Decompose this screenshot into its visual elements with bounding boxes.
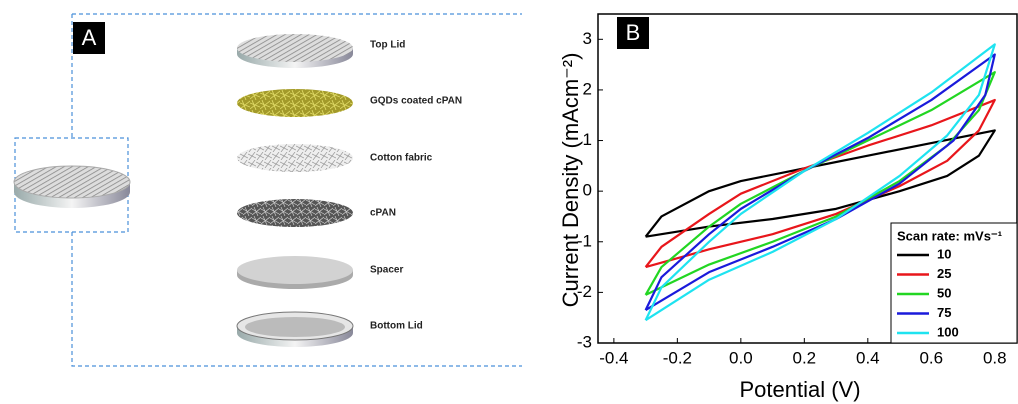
legend-label: 10 <box>937 246 951 261</box>
panel-label-box <box>73 22 105 54</box>
cv-curve <box>644 98 996 269</box>
cv-curve <box>644 43 996 322</box>
cv-curve <box>644 53 996 312</box>
panel-label: A <box>82 25 97 50</box>
connector <box>71 13 522 367</box>
legend-box <box>890 222 1018 344</box>
y-tick-label: -1 <box>577 231 592 250</box>
layer-label: Spacer <box>370 265 403 276</box>
layer-label: Cotton fabric <box>370 153 433 164</box>
y-tick-label: 3 <box>583 29 592 48</box>
legend-label: 25 <box>937 266 951 281</box>
plot-frame <box>597 13 1018 344</box>
y-tick-label: 1 <box>583 130 592 149</box>
y-tick-label: 2 <box>583 79 592 98</box>
x-tick-label: 0.8 <box>983 348 1007 367</box>
panel-label: B <box>626 20 641 45</box>
x-axis-label: Potential (V) <box>739 377 860 402</box>
layer-discs <box>236 34 354 347</box>
legend-label: 100 <box>937 324 959 339</box>
x-tick-label: 0.2 <box>793 348 817 367</box>
y-tick-label: 0 <box>583 181 592 200</box>
layer-label: Top Lid <box>370 40 405 51</box>
y-tick-label: -3 <box>577 332 592 351</box>
x-tick-label: 0.6 <box>919 348 943 367</box>
x-tick-label: 0.0 <box>729 348 753 367</box>
x-tick-label: -0.2 <box>663 348 692 367</box>
legend-title: Scan rate: mVs⁻¹ <box>897 228 1002 243</box>
assembled-cell <box>13 165 131 208</box>
legend-label: 50 <box>937 285 951 300</box>
cv-curve <box>644 129 996 238</box>
y-tick-label: -2 <box>577 282 592 301</box>
panel-b: Potential (V) Current Density (mAcm⁻²) -… <box>558 13 1018 402</box>
layer-label: Bottom Lid <box>370 321 423 332</box>
y-axis-label: Current Density (mAcm⁻²) <box>558 53 583 308</box>
x-tick-label: -0.4 <box>599 348 628 367</box>
x-tick-label: 0.4 <box>856 348 880 367</box>
legend-label: 75 <box>937 305 951 320</box>
layer-label: cPAN <box>370 208 396 219</box>
panel-label-box <box>617 17 649 49</box>
panel-a: A Top Lid GQDs coated cPAN Cotton fabric… <box>13 13 522 367</box>
layer-label: GQDs coated cPAN <box>370 96 462 107</box>
cv-curve <box>644 71 996 296</box>
